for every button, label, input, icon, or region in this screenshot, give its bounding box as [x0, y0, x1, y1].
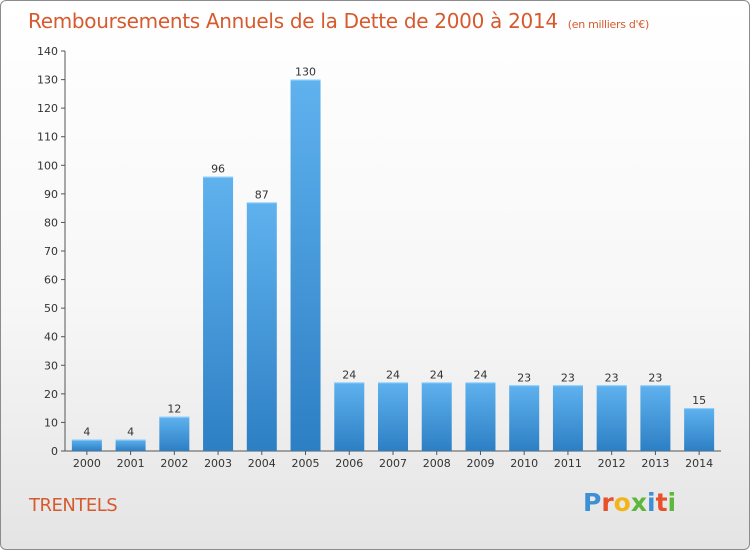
bar — [203, 176, 234, 451]
bar-value-label: 23 — [561, 371, 575, 384]
y-tick-label: 0 — [51, 445, 58, 458]
y-tick-label: 20 — [44, 388, 58, 401]
y-tick-label: 100 — [37, 159, 58, 172]
logo-letter: r — [601, 488, 614, 517]
chart-title-text: Remboursements Annuels de la Dette de 20… — [28, 9, 558, 33]
y-tick-label: 120 — [37, 102, 58, 115]
bar — [509, 385, 540, 451]
y-tick-label: 80 — [44, 216, 58, 229]
chart-title: Remboursements Annuels de la Dette de 20… — [28, 9, 649, 33]
bar — [421, 382, 452, 451]
bar — [290, 79, 321, 452]
proxiti-logo: Proxiti — [583, 488, 676, 517]
bar — [640, 385, 671, 451]
x-tick-label: 2006 — [335, 457, 363, 470]
bar-value-label: 4 — [83, 426, 90, 439]
y-tick-label: 60 — [44, 274, 58, 287]
x-tick-label: 2007 — [379, 457, 407, 470]
bar — [465, 382, 496, 451]
bar-value-label: 130 — [295, 66, 316, 79]
y-tick-label: 10 — [44, 416, 58, 429]
bar-value-label: 24 — [473, 368, 487, 381]
bar — [246, 202, 277, 451]
bar-value-label: 4 — [127, 426, 134, 439]
commune-name: TRENTELS — [29, 495, 118, 516]
x-tick-label: 2011 — [554, 457, 582, 470]
bar — [159, 416, 190, 451]
bar-value-label: 15 — [692, 394, 706, 407]
bar-value-label: 23 — [517, 371, 531, 384]
y-tick-label: 50 — [44, 302, 58, 315]
bar — [684, 408, 715, 451]
x-tick-label: 2014 — [685, 457, 713, 470]
bar — [378, 382, 408, 451]
y-tick-label: 130 — [37, 74, 58, 87]
logo-letter: t — [655, 488, 668, 517]
y-tick-label: 30 — [44, 359, 58, 372]
x-tick-label: 2001 — [117, 457, 145, 470]
bar-value-label: 96 — [211, 163, 225, 176]
bar-value-label: 23 — [605, 371, 619, 384]
x-tick-label: 2009 — [466, 457, 494, 470]
logo-letter: o — [613, 488, 631, 517]
y-tick-label: 140 — [37, 45, 58, 58]
x-tick-label: 2012 — [598, 457, 626, 470]
bar — [115, 439, 146, 451]
x-tick-label: 2003 — [204, 457, 232, 470]
logo-letter: x — [630, 488, 647, 517]
unit-note: (en milliers d'€) — [567, 18, 649, 31]
bar — [552, 385, 583, 451]
bar — [596, 385, 627, 451]
x-tick-label: 2004 — [248, 457, 276, 470]
bar — [334, 382, 365, 451]
y-tick-label: 40 — [44, 331, 58, 344]
x-tick-label: 2013 — [641, 457, 669, 470]
logo-letter: i — [667, 488, 677, 517]
bar-value-label: 24 — [430, 368, 444, 381]
x-tick-label: 2002 — [160, 457, 188, 470]
x-tick-label: 2000 — [73, 457, 101, 470]
x-tick-label: 2005 — [292, 457, 320, 470]
bar — [71, 439, 102, 451]
y-tick-label: 110 — [37, 131, 58, 144]
bar-value-label: 24 — [386, 368, 400, 381]
x-tick-label: 2008 — [423, 457, 451, 470]
bar-value-label: 23 — [648, 371, 662, 384]
bar-value-label: 24 — [342, 368, 356, 381]
bar-value-label: 87 — [255, 188, 269, 201]
logo-letter: i — [647, 488, 656, 517]
bar-value-label: 12 — [167, 403, 181, 416]
y-tick-label: 90 — [44, 188, 58, 201]
logo-letter: P — [583, 488, 602, 517]
x-tick-label: 2010 — [510, 457, 538, 470]
y-tick-label: 70 — [44, 245, 58, 258]
